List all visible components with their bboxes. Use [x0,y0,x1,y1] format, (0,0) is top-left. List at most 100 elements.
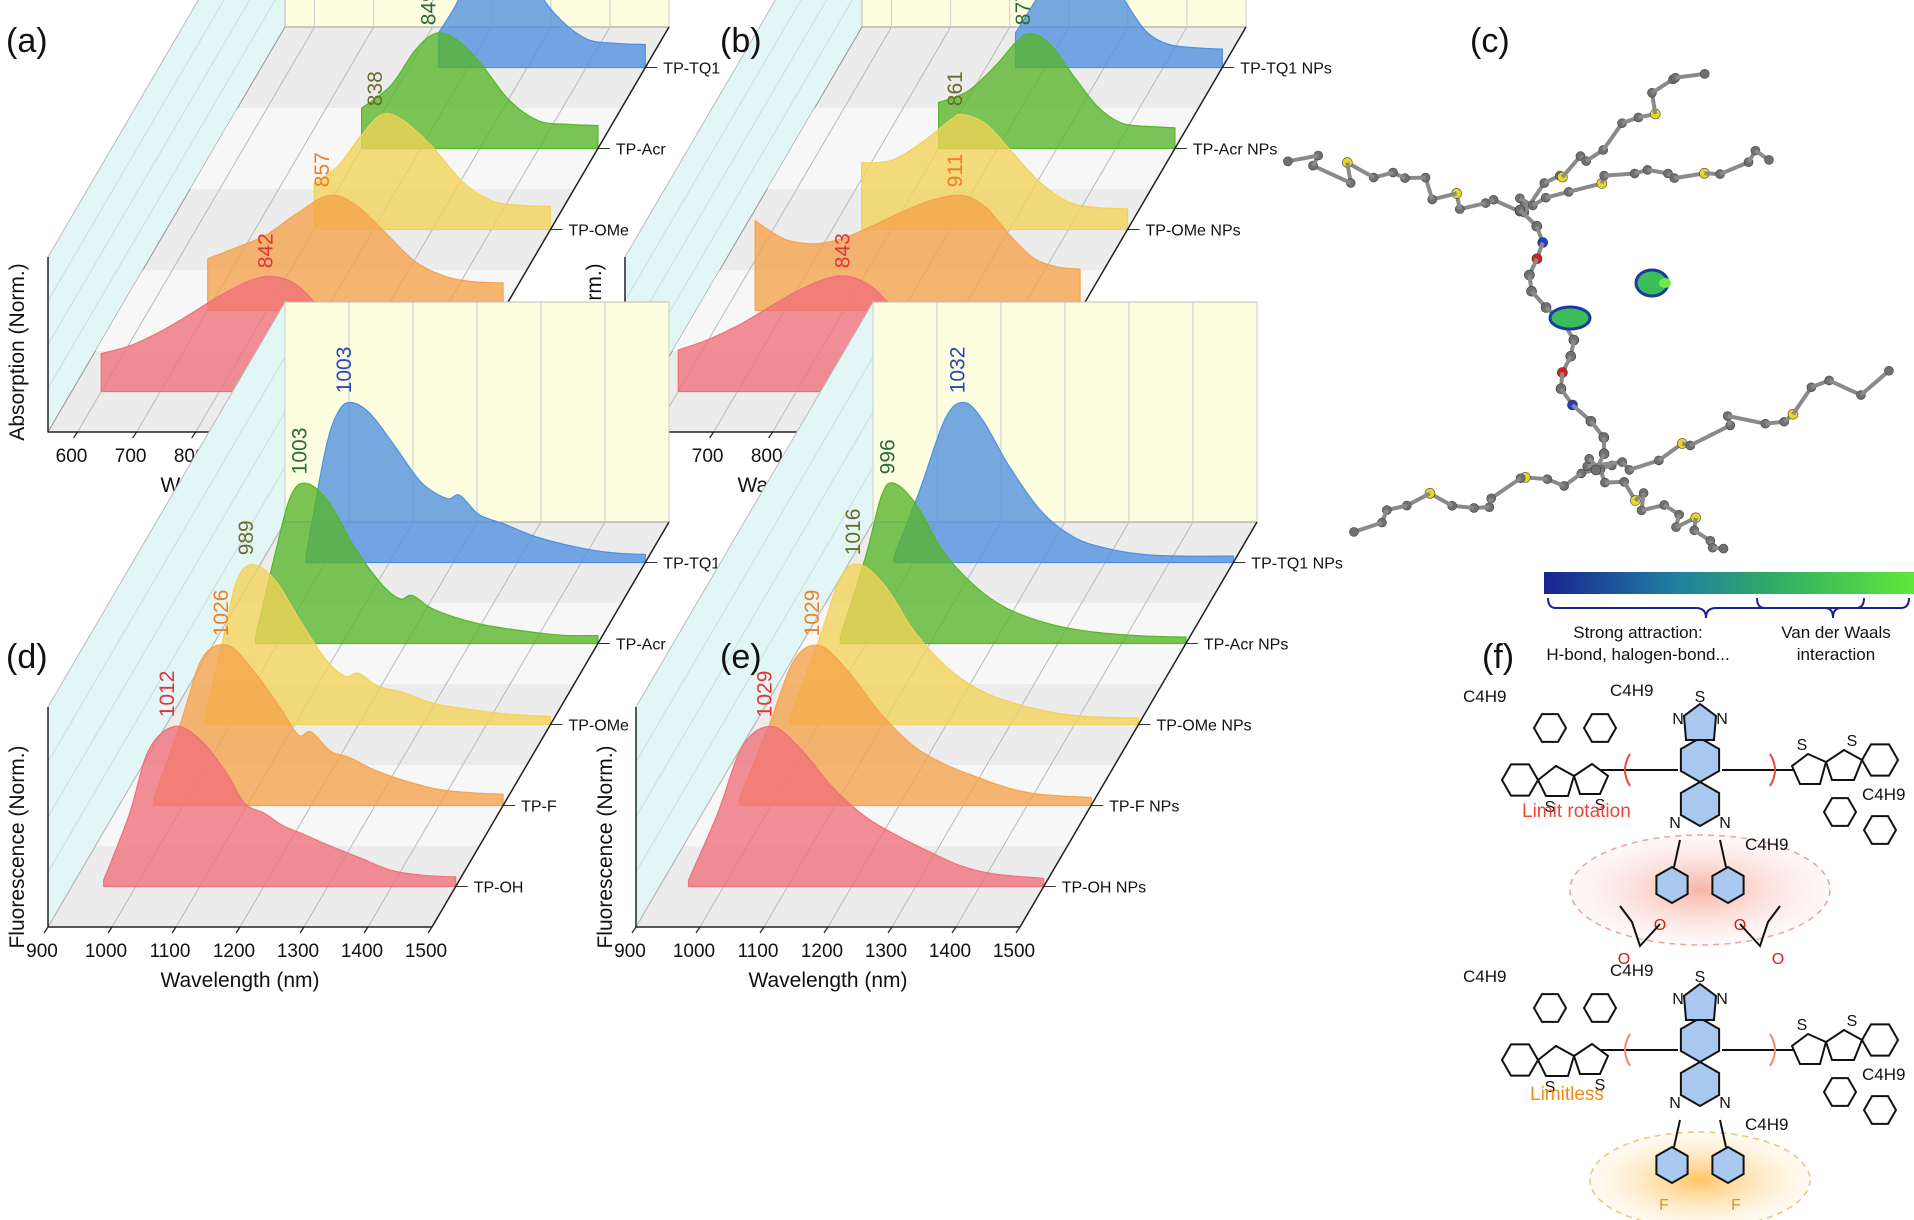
peak-label: 842 [255,233,278,268]
thiadiazole-ring [1682,982,1718,1021]
peak-label: 843 [832,233,855,268]
series-label: TP-OMe [569,718,630,735]
side-gridline [47,356,286,763]
series-label: TP-OMe NPs [1157,718,1252,735]
ring [1860,743,1900,777]
bond [1604,171,1635,178]
x-tick-label: 600 [56,446,88,467]
thiophene [1536,764,1576,797]
peak-label: 996 [877,439,900,474]
side-gridline [635,411,874,818]
series-label: TP-OMe [569,223,630,240]
panel-label-d: (d) [6,638,48,676]
x-tick [427,926,433,934]
x-tick [43,926,49,934]
peak-label: 1016 [842,509,865,556]
acrylate-chain [1619,905,1661,948]
rotation-arrow-right [1769,1033,1776,1067]
ring [1679,1016,1721,1064]
spectrum-area-tp-acr-nps [839,482,1187,645]
x-tick [709,431,715,439]
panel-e-fluorescence-nps: TP-TQ1 NPs 1032 TP-Acr NPs 996 TP-OMe NPs 101… [594,300,1343,992]
rotation-arrow-right [1769,753,1776,787]
thiadiazole-n: N [1716,711,1728,728]
spectrum-area-tp-acr [360,32,599,150]
thiophene [1790,1032,1828,1065]
limitless-caption: Limitless [1530,1084,1604,1105]
depth-axis-line [1019,521,1258,928]
x-tick [299,926,305,934]
thiophene [1572,762,1610,795]
series-label: TP-TQ1 [663,556,720,573]
x-tick [132,431,138,439]
x-tick [191,431,197,439]
peak-label: 1012 [156,671,179,718]
x-tick-label: 800 [751,446,783,467]
x-tick-label: 1000 [673,941,715,962]
bond [1287,153,1319,164]
carbon-atom [1699,69,1710,79]
series-label: TP-OH [474,880,524,897]
carbonyl-o: O [1618,951,1630,968]
peak-label: 861 [944,71,967,106]
spectrum-area-tp-f [153,644,504,807]
y-axis-title: Fluorescence (Norm.) [594,745,617,948]
bond [1490,476,1522,501]
ring [1822,797,1858,827]
panel-label-c: (c) [1470,22,1510,60]
peak-label: 1032 [947,347,970,394]
bond [1628,458,1660,472]
carbon-atom [1283,156,1293,167]
side-gridline [47,0,251,345]
x-tick [73,431,79,439]
bond [1312,163,1352,185]
peak-label: 1003 [289,428,312,475]
ester-o: O [1734,917,1746,934]
thiophene-s: S [1797,737,1808,754]
ring [1711,1145,1745,1185]
x-tick-label: 1200 [213,941,255,962]
ring [1862,815,1898,845]
ring [1500,763,1540,797]
ring [1500,1043,1540,1077]
side-gridline [47,466,286,873]
peak-label: 1029 [801,590,824,637]
thiophene [1824,748,1864,781]
x-tick [171,926,177,934]
series-label: TP-TQ1 [663,61,720,78]
ring [1711,865,1745,905]
series-label: TP-OMe NPs [1146,223,1241,240]
thiadiazole-n: N [1672,991,1684,1008]
bond [1353,520,1383,534]
thiophene-s: S [1797,1017,1808,1034]
butyl-label: C4H9 [1862,785,1905,804]
thiadiazole-s: S [1695,689,1706,706]
panel-label-e: (e) [720,638,762,676]
ring [1582,713,1618,743]
bond [1719,160,1750,176]
x-tick-label: 700 [115,446,147,467]
core-atom [1590,464,1602,476]
ring [1532,993,1568,1023]
x-tick [695,926,701,934]
spectrum-area-tp-oh-nps [687,725,1045,888]
ring [1532,713,1568,743]
interaction-isosurface [1548,305,1592,331]
butyl-label: C4H9 [1745,1115,1788,1134]
x-tick [768,431,774,439]
x-tick [887,926,893,934]
peak-label: 1026 [210,590,233,637]
x-tick-label: 1300 [277,941,319,962]
spectrum-area-tp-ome-nps [861,113,1129,231]
x-tick-label: 1100 [150,941,191,962]
bond [1828,378,1862,397]
side-gridline [635,356,874,763]
x-tick-label: 1500 [405,941,447,962]
spectrum-area-tp-acr-nps [937,32,1176,150]
thiophene [1790,752,1828,785]
side-gridline [47,0,276,389]
panel-label-a: (a) [6,22,48,60]
interaction-isosurface-core [1659,278,1671,288]
thiadiazole-s: S [1695,969,1706,986]
x-tick-label: 1400 [341,941,383,962]
